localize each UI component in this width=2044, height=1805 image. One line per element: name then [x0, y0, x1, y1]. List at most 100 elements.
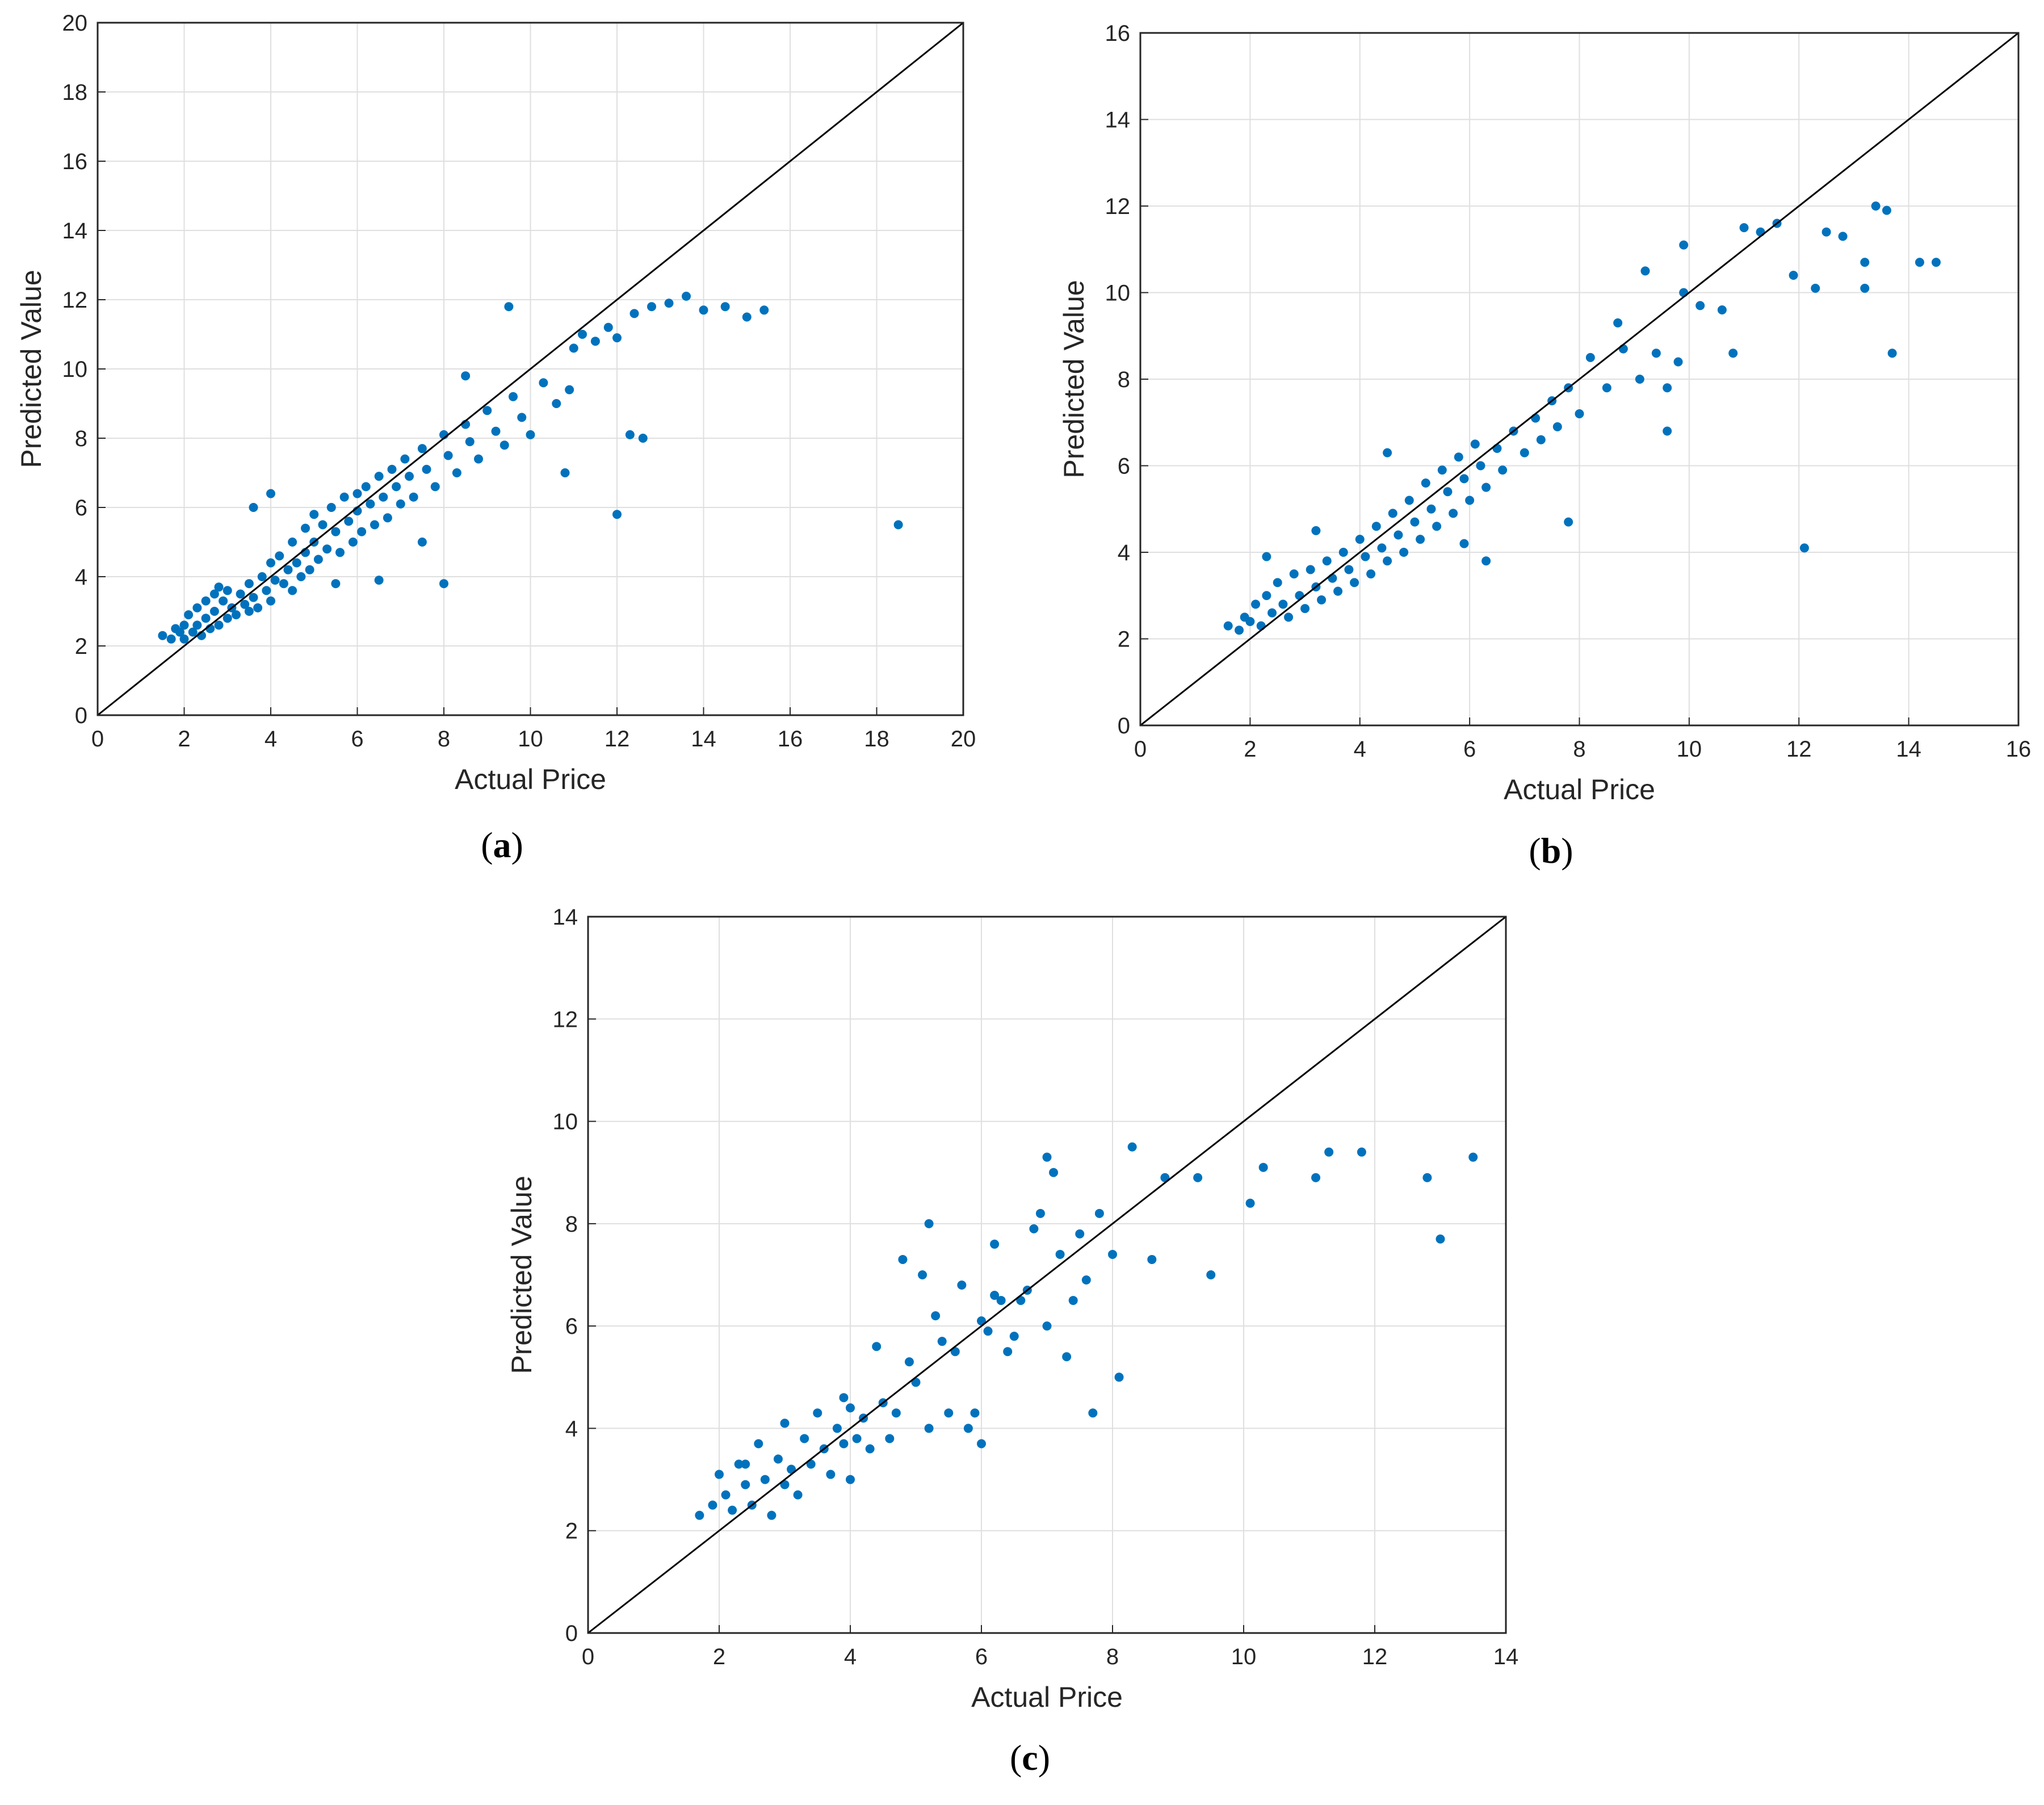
scatter-point — [266, 489, 275, 498]
scatter-point — [1838, 232, 1848, 241]
y-tick-label: 14 — [62, 219, 88, 244]
chart-panel-a: 0 2 4 6 8 10 12 14 16 18 20 0 2 4 6 8 10 12 14 16 18 20 Actu… — [15, 11, 976, 865]
scatter-point — [335, 548, 345, 557]
scatter-point — [1416, 535, 1425, 544]
scatter-point — [214, 582, 224, 592]
scatter-point — [539, 378, 548, 388]
scatter-point — [491, 426, 501, 436]
chart-panel-c: 0 2 4 6 8 10 12 14 0 2 4 6 8 10 12 14 Actual Price Pre… — [506, 905, 1518, 1778]
scatter-point — [728, 1505, 737, 1515]
scatter-point — [1245, 617, 1255, 626]
scatter-point — [344, 517, 354, 526]
scatter-point — [1306, 565, 1315, 574]
x-tick-label: 4 — [1354, 737, 1366, 762]
scatter-point — [937, 1337, 947, 1346]
scatter-point — [1422, 1173, 1432, 1182]
scatter-point — [1887, 349, 1897, 358]
scatter-point — [904, 1357, 914, 1367]
scatter-point — [1476, 461, 1485, 471]
y-tick-labels-b: 0 2 4 6 8 10 12 14 16 — [1105, 21, 1148, 738]
scatter-point — [1552, 422, 1562, 431]
scatter-point — [793, 1490, 803, 1500]
scatter-point — [1289, 569, 1299, 579]
scatter-point — [357, 527, 367, 536]
x-tick-labels-c: 0 2 4 6 8 10 12 14 — [582, 1625, 1518, 1669]
x-tick-label: 6 — [1463, 737, 1476, 762]
scatter-point — [1338, 548, 1348, 557]
scatter-point — [839, 1393, 849, 1403]
panel-letter-a: a — [493, 825, 511, 865]
x-tick-label: 14 — [1896, 737, 1921, 762]
x-tick-label: 14 — [1493, 1644, 1519, 1669]
scatter-point — [963, 1424, 973, 1433]
scatter-point — [504, 302, 514, 312]
x-tick-label: 18 — [864, 727, 889, 752]
scatter-point — [1344, 565, 1354, 574]
scatter-point — [179, 620, 189, 630]
scatter-point — [387, 464, 397, 474]
scatter-point — [223, 586, 232, 595]
scatter-point — [612, 510, 622, 519]
y-tick-labels-c: 0 2 4 6 8 10 12 14 — [553, 905, 596, 1646]
scatter-point — [296, 572, 306, 581]
scatter-point — [1799, 543, 1809, 553]
x-axis-label-c: Actual Price — [971, 1681, 1123, 1713]
scatter-point — [1673, 357, 1683, 367]
x-tick-label: 0 — [582, 1644, 594, 1669]
x-tick-label: 12 — [605, 727, 630, 752]
scatter-point — [1350, 578, 1359, 587]
y-axis-label-c: Predicted Value — [506, 1176, 538, 1374]
x-tick-label: 4 — [265, 727, 277, 752]
panel-label-c: (c) — [1010, 1737, 1050, 1778]
scatter-point — [266, 596, 275, 606]
scatter-point — [1049, 1168, 1059, 1177]
scatter-point — [379, 492, 388, 502]
scatter-point — [629, 309, 639, 318]
scatter-point — [1262, 552, 1271, 561]
scatter-point — [638, 434, 648, 443]
y-tick-label: 0 — [75, 703, 87, 728]
scatter-point — [1300, 604, 1310, 614]
scatter-point — [742, 312, 752, 322]
scatter-point — [509, 392, 518, 401]
scatter-point — [625, 430, 635, 439]
y-tick-label: 16 — [62, 149, 88, 174]
y-tick-label: 20 — [62, 11, 88, 36]
scatter-point — [813, 1408, 822, 1418]
scatter-point — [1437, 465, 1447, 475]
scatter-point — [409, 492, 418, 502]
scatter-point — [370, 520, 379, 530]
scatter-point — [275, 551, 284, 561]
scatter-point — [800, 1434, 809, 1443]
x-tick-label: 6 — [351, 727, 363, 752]
scatter-point — [931, 1311, 941, 1321]
scatter-point — [383, 513, 392, 523]
y-tick-label: 16 — [1105, 21, 1131, 46]
scatter-points-b — [1223, 202, 1941, 635]
scatter-point — [244, 607, 254, 616]
scatter-point — [1459, 474, 1469, 484]
scatter-point — [1931, 258, 1941, 267]
scatter-point — [552, 399, 561, 408]
scatter-point — [1454, 452, 1463, 462]
scatter-point — [1273, 578, 1282, 587]
scatter-point — [1278, 599, 1288, 609]
scatter-point — [1443, 487, 1453, 497]
scatter-point — [664, 299, 674, 308]
y-tick-label: 14 — [1105, 108, 1131, 133]
scatter-point — [1295, 591, 1304, 601]
scatter-point — [1679, 288, 1689, 297]
scatter-point — [1235, 626, 1244, 635]
scatter-point — [430, 482, 440, 492]
y-tick-label: 14 — [553, 905, 578, 930]
scatter-point — [1009, 1332, 1019, 1341]
scatter-point — [1481, 556, 1491, 566]
scatter-point — [1410, 517, 1420, 527]
scatter-point — [1094, 1208, 1104, 1218]
scatter-point — [1114, 1372, 1124, 1382]
scatter-point — [924, 1219, 934, 1228]
scatter-point — [977, 1439, 986, 1449]
scatter-point — [474, 454, 483, 464]
scatter-point — [1421, 478, 1430, 488]
